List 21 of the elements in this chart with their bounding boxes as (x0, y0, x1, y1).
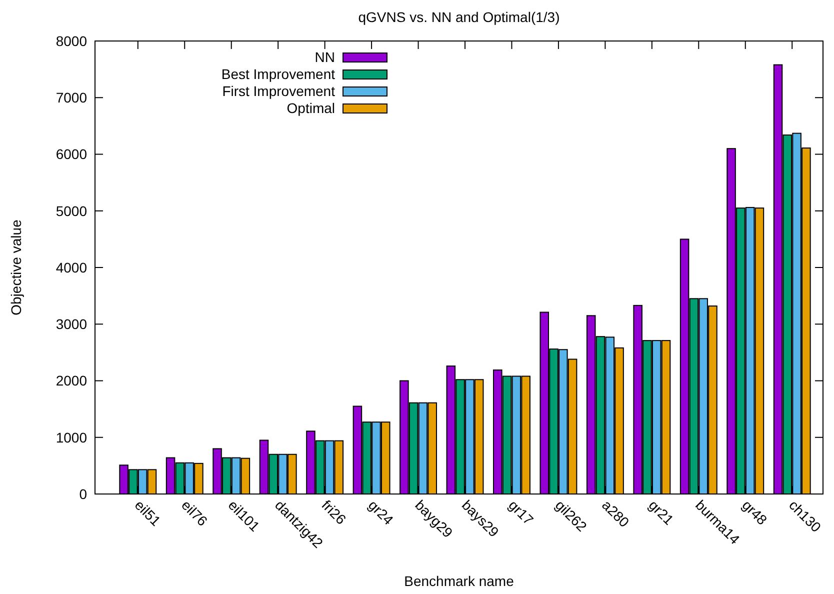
x-tick-label: gr24 (365, 496, 397, 528)
x-tick-label: gr17 (506, 496, 537, 528)
y-tick-label: 5000 (56, 202, 88, 219)
y-axis-title: Objective value (8, 219, 24, 316)
y-tick-label: 2000 (56, 372, 88, 389)
x-tick-label: gr48 (739, 496, 771, 528)
legend-label: First Improvement (222, 82, 336, 99)
x-tick-label: gr21 (646, 496, 678, 528)
y-tick-label: 6000 (56, 146, 88, 162)
y-tick-label: 8000 (56, 32, 88, 49)
x-axis-title: Benchmark name (404, 573, 514, 589)
legend-label: Best Improvement (221, 66, 336, 82)
legend-label: Optimal (286, 100, 335, 116)
x-tick-label: eil76 (178, 496, 211, 530)
y-tick-label: 3000 (56, 316, 88, 332)
y-tick-label: 4000 (56, 259, 88, 276)
legend-label: NN (314, 48, 335, 65)
y-tick-label: 0 (79, 486, 88, 502)
y-tick-label: 7000 (56, 90, 88, 106)
chart-title: qGVNS vs. NN and Optimal(1/3) (358, 9, 560, 25)
y-tick-label: 1000 (56, 429, 88, 446)
